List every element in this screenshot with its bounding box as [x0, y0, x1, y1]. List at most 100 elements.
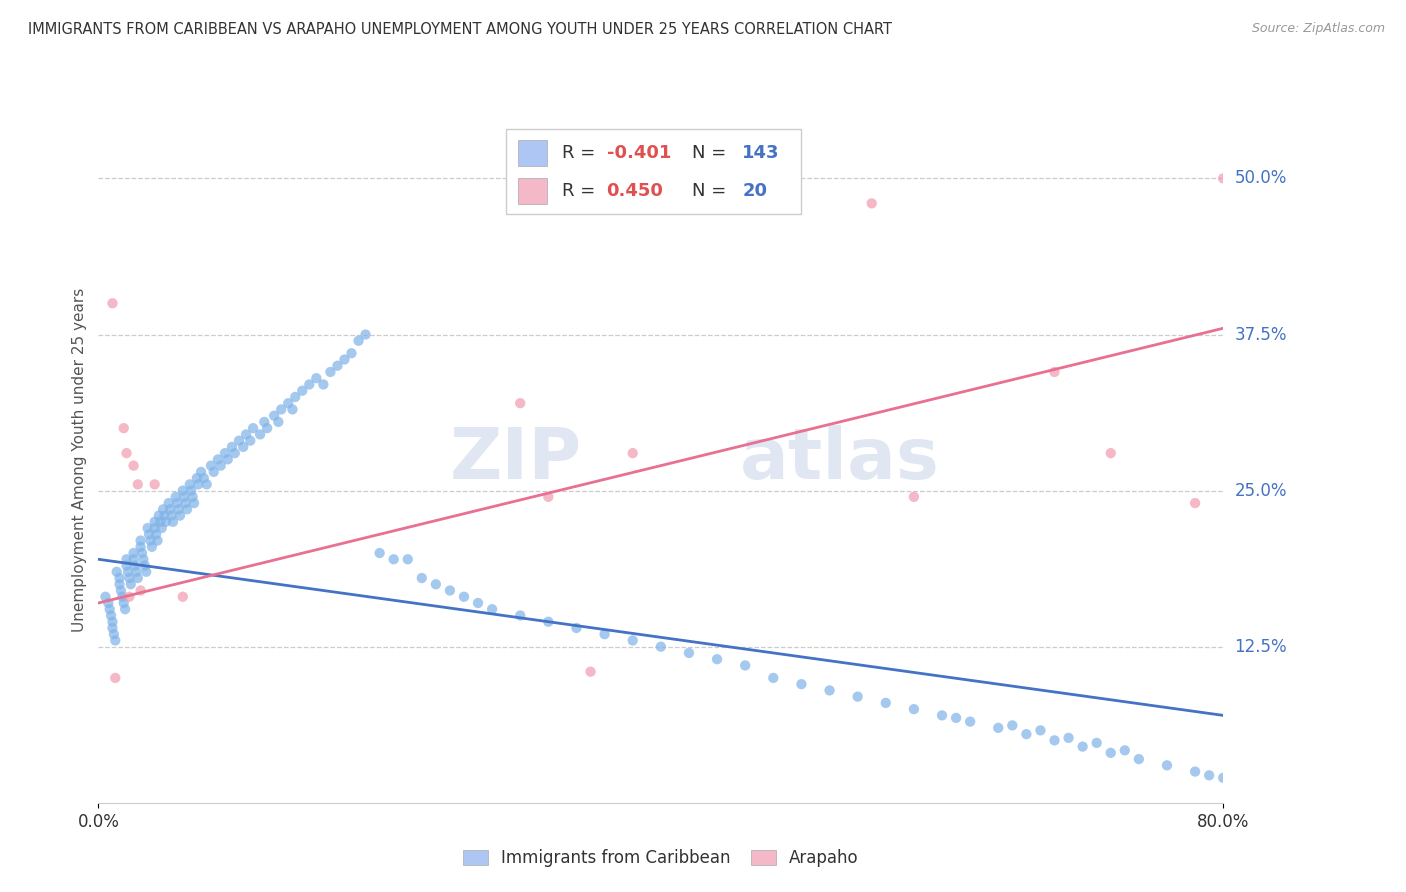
Point	[103, 627, 125, 641]
Point	[143, 515, 166, 529]
Point	[108, 571, 131, 585]
Point	[108, 577, 131, 591]
Point	[162, 515, 184, 529]
Point	[131, 546, 153, 560]
Point	[1015, 727, 1038, 741]
Point	[138, 527, 160, 541]
Point	[207, 452, 229, 467]
Point	[195, 477, 218, 491]
Point	[270, 402, 292, 417]
Point	[169, 508, 191, 523]
Point	[354, 327, 377, 342]
Point	[565, 621, 588, 635]
Point	[202, 465, 225, 479]
Point	[146, 533, 169, 548]
Point	[903, 490, 925, 504]
Text: N =: N =	[692, 182, 733, 200]
Text: Source: ZipAtlas.com: Source: ZipAtlas.com	[1251, 22, 1385, 36]
Point	[1156, 758, 1178, 772]
Point	[1001, 718, 1024, 732]
Point	[173, 490, 195, 504]
Point	[127, 477, 149, 491]
Point	[425, 577, 447, 591]
Point	[242, 421, 264, 435]
Legend: Immigrants from Caribbean, Arapaho: Immigrants from Caribbean, Arapaho	[457, 842, 865, 873]
Point	[217, 452, 239, 467]
Point	[193, 471, 215, 485]
Point	[312, 377, 335, 392]
Point	[235, 427, 257, 442]
Point	[1071, 739, 1094, 754]
Point	[98, 602, 121, 616]
Point	[153, 508, 176, 523]
Point	[136, 521, 159, 535]
Point	[97, 596, 120, 610]
Point	[333, 352, 356, 367]
Point	[291, 384, 314, 398]
Text: 50.0%: 50.0%	[1234, 169, 1286, 187]
Point	[105, 565, 128, 579]
Point	[101, 296, 124, 310]
Text: atlas: atlas	[740, 425, 939, 494]
Point	[134, 558, 156, 573]
Point	[152, 502, 174, 516]
Point	[160, 508, 183, 523]
Text: R =: R =	[562, 145, 602, 162]
Point	[734, 658, 756, 673]
Point	[1212, 771, 1234, 785]
Point	[1128, 752, 1150, 766]
Point	[762, 671, 785, 685]
Point	[122, 552, 145, 566]
Point	[122, 546, 145, 560]
Point	[101, 621, 124, 635]
Text: 25.0%: 25.0%	[1234, 482, 1286, 500]
Point	[214, 446, 236, 460]
Point	[115, 552, 138, 566]
Point	[129, 533, 152, 548]
Point	[467, 596, 489, 610]
Point	[790, 677, 813, 691]
Point	[860, 196, 883, 211]
Text: N =: N =	[692, 145, 733, 162]
Point	[115, 558, 138, 573]
Point	[159, 502, 181, 516]
Point	[326, 359, 349, 373]
Point	[112, 421, 135, 435]
FancyBboxPatch shape	[517, 140, 547, 166]
Point	[104, 633, 127, 648]
Point	[1184, 764, 1206, 779]
Point	[166, 496, 188, 510]
Point	[111, 590, 134, 604]
Point	[181, 490, 204, 504]
Text: 12.5%: 12.5%	[1234, 638, 1286, 656]
Point	[100, 608, 122, 623]
Text: 0.450: 0.450	[606, 182, 664, 200]
Point	[228, 434, 250, 448]
Point	[232, 440, 254, 454]
Point	[411, 571, 433, 585]
Point	[249, 427, 271, 442]
Point	[157, 496, 180, 510]
Point	[1085, 736, 1108, 750]
Point	[593, 627, 616, 641]
Point	[382, 552, 405, 566]
Point	[1057, 731, 1080, 745]
Point	[347, 334, 370, 348]
Point	[149, 515, 172, 529]
Text: -0.401: -0.401	[606, 145, 671, 162]
Point	[143, 477, 166, 491]
Point	[148, 508, 170, 523]
Point	[104, 671, 127, 685]
Point	[124, 558, 146, 573]
Point	[267, 415, 290, 429]
Point	[180, 483, 202, 498]
Point	[190, 465, 212, 479]
Point	[579, 665, 602, 679]
Point	[127, 571, 149, 585]
Text: 143: 143	[742, 145, 780, 162]
Point	[277, 396, 299, 410]
Point	[959, 714, 981, 729]
Text: ZIP: ZIP	[450, 425, 582, 494]
Point	[174, 496, 197, 510]
Point	[110, 583, 132, 598]
